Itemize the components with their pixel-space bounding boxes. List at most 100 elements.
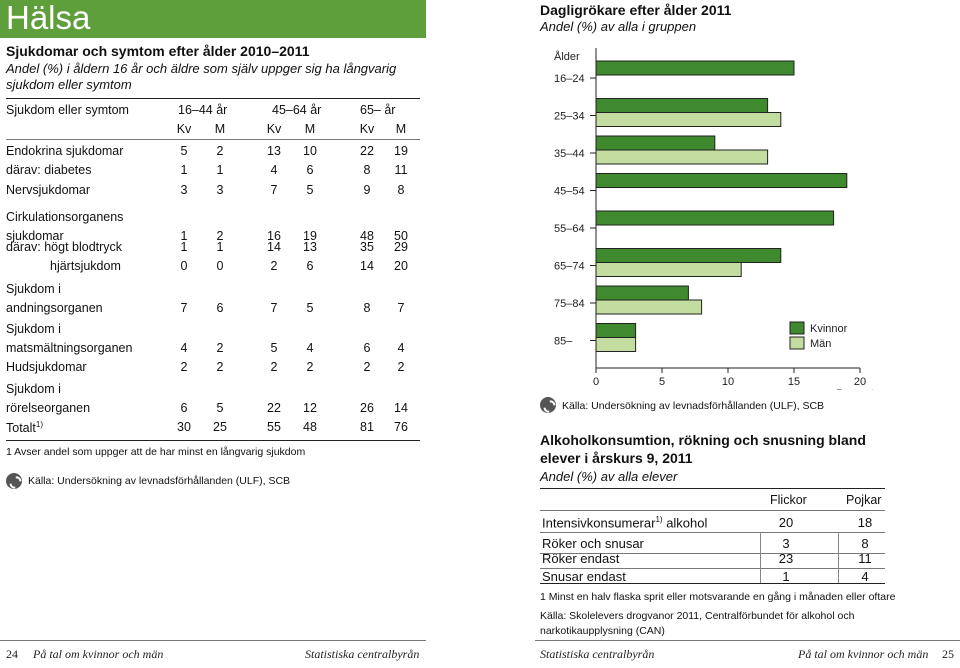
row-separator (540, 553, 885, 554)
column-header: Sjukdom eller symtom (6, 103, 129, 117)
table-cell: 3 (216, 183, 224, 197)
legend-swatch-women (789, 321, 805, 335)
x-tick-label: 5 (659, 376, 665, 388)
row-separator (540, 532, 885, 533)
bar-women (595, 135, 716, 151)
school-table-title: Alkoholkonsumtion, rökning och snusning … (540, 432, 866, 466)
x-tick-label: 10 (722, 376, 734, 388)
table-cell: 8 (363, 301, 371, 315)
table-source: Källa: Undersökning av levnadsförhålland… (28, 475, 291, 487)
table-cell: 14 (267, 240, 281, 254)
table-cell: 4 (861, 569, 869, 584)
table-cell: 2 (180, 360, 188, 374)
legend-swatch-men (789, 336, 805, 350)
school-table-footnote: 1 Minst en halv flaska sprit eller motsv… (540, 591, 896, 603)
table-cell: 1 (216, 240, 224, 254)
bar-men (595, 337, 637, 352)
table-cell: 5 (306, 183, 314, 197)
table-cell: 20 (394, 259, 408, 273)
table-cell: 2 (216, 229, 224, 243)
table-cell: 1 (180, 240, 188, 254)
chart-subtitle: Andel (%) av alla i gruppen (540, 19, 697, 34)
table-cell: 3 (180, 183, 188, 197)
table-cell: 2 (363, 360, 371, 374)
bar-men (595, 299, 703, 315)
table-cell: 7 (397, 301, 405, 315)
table-cell: 1 (180, 229, 188, 243)
column-header: Pojkar (846, 493, 882, 507)
sex-header: Kv (359, 122, 375, 136)
chart-source: Källa: Undersökning av levnadsförhålland… (562, 400, 825, 412)
table-cell: 5 (306, 301, 314, 315)
table-cell: 5 (180, 144, 188, 158)
table-cell: 4 (306, 341, 314, 355)
table-cell: 2 (270, 259, 278, 273)
row-label-tail: alkohol (662, 515, 708, 531)
category-label: 55–64 (554, 223, 585, 235)
table-cell: 2 (216, 341, 224, 355)
school-table-source: Källa: Skolelevers drogvanor 2011, Centr… (540, 610, 855, 637)
table-cell: 1 (216, 163, 224, 177)
section-header-bar: Hälsa (0, 0, 426, 38)
school-table-top-rule (540, 488, 885, 489)
sex-header: M (214, 122, 226, 136)
table-cell: 0 (180, 259, 188, 273)
table-cell: 19 (394, 144, 408, 158)
table-cell: 55 (267, 420, 281, 434)
sex-header: M (395, 122, 407, 136)
table-cell: 6 (306, 259, 314, 273)
category-label: 45–54 (554, 186, 585, 198)
row-label: Röker och snusar (542, 536, 644, 551)
school-header-rule (540, 510, 885, 511)
legend-label-women: Kvinnor (810, 323, 848, 335)
age-group-header: 65– år (360, 103, 396, 117)
table-cell: 50 (394, 229, 408, 243)
row-label: matsmältningsorganen (6, 341, 133, 355)
category-label: 75–84 (554, 298, 585, 310)
smoking-chart: Ålder 16–24 25–34 35–44 45–54 55–64 65–74 75–84… (554, 48, 874, 390)
table-cell: 48 (303, 420, 317, 434)
table-cell: 30 (177, 420, 191, 434)
table-cell: 18 (857, 515, 873, 530)
bar-women (595, 173, 848, 188)
bar-men (595, 149, 769, 165)
source-icon (6, 473, 22, 489)
table-cell: 76 (394, 420, 408, 434)
table-cell: 8 (397, 183, 405, 197)
school-table-bottom-rule (540, 583, 885, 584)
table-cell: 2 (270, 360, 278, 374)
table-cell: 12 (303, 401, 317, 415)
category-label: 25–34 (554, 111, 585, 123)
footer-rule-right (535, 640, 960, 641)
table-cell: 26 (360, 401, 374, 415)
table-cell: 22 (267, 401, 281, 415)
page-number-right: 25 (942, 647, 954, 661)
table-cell: 6 (216, 301, 224, 315)
row-label: därav: diabetes (6, 163, 92, 177)
bar-women (595, 210, 835, 226)
bar-women (595, 285, 689, 301)
table-bottom-rule (6, 440, 420, 441)
table-cell: 19 (303, 229, 317, 243)
bar-men (595, 112, 782, 127)
table-cell: 11 (858, 551, 872, 566)
table-cell: 9 (363, 183, 371, 197)
table-cell: 48 (360, 229, 374, 243)
table-cell: 7 (270, 183, 278, 197)
category-label: 35–44 (554, 148, 585, 160)
table-cell: 14 (394, 401, 408, 415)
table-top-rule (6, 98, 420, 99)
legend-label-men: Män (810, 338, 831, 350)
row-label: Snusar endast (542, 569, 626, 584)
table-cell: 7 (180, 301, 188, 315)
footer-publisher-left: Statistiska centralbyrån (305, 647, 420, 661)
x-tick-label: 0 (593, 376, 599, 388)
footer-title-right: På tal om kvinnor och män (798, 647, 929, 661)
table-cell: 8 (861, 536, 869, 551)
table-title: Sjukdomar och symtom efter ålder 2010–20… (6, 43, 310, 59)
row-label: Sjukdom i (6, 282, 61, 296)
row-label: rörelseorganen (6, 401, 91, 415)
table-cell: 29 (394, 240, 408, 254)
footnote-marker: 1) (35, 420, 44, 429)
table-cell: 4 (180, 341, 188, 355)
